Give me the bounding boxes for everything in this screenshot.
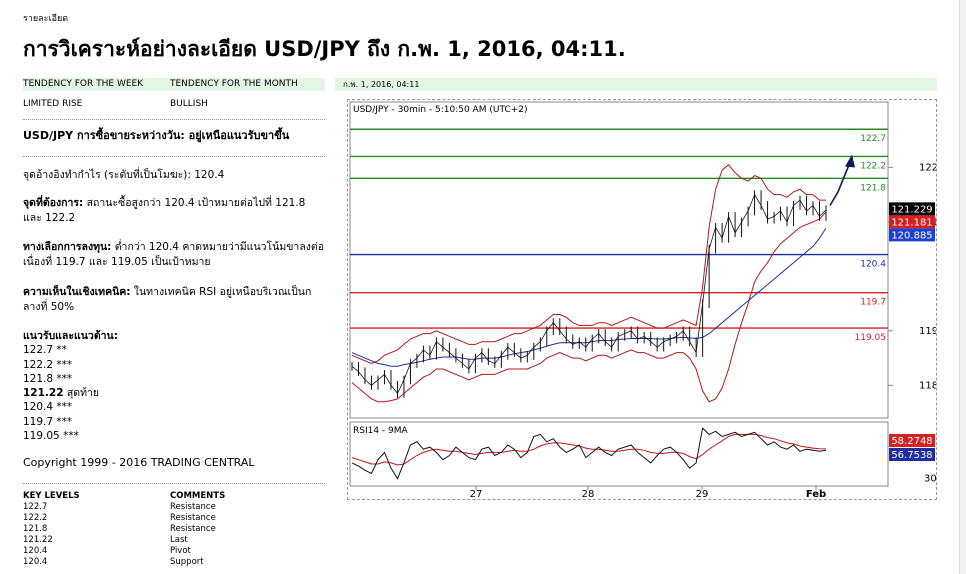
- key-levels-header: KEY LEVELS: [23, 491, 80, 501]
- projection-arrow-line: [829, 162, 851, 206]
- analysis-headline: USD/JPY การซื้อขายระหว่างวัน: อยู่เหนือแ…: [23, 129, 290, 142]
- support-resistance-list: แนวรับและแนวต้าน: 122.7 ** 122.2 *** 121…: [23, 329, 118, 443]
- our-preference-text: สถานะซื้อสูงกว่า 120.4 เป้าหมายต่อไปที่ …: [23, 197, 306, 224]
- price-badge-label-0: 121.229: [891, 204, 932, 215]
- sr-r2: 122.2 ***: [23, 358, 73, 371]
- price-badge-0: [889, 202, 935, 216]
- technical-comment: ความเห็นในเชิงเทคนิค: ในทางเทคนิค RSI อย…: [23, 285, 325, 315]
- moving-average-line: [351, 227, 827, 367]
- sr-last: 121.22 สุดท้าย: [23, 386, 118, 400]
- sr-s1: 120.4 ***: [23, 401, 73, 414]
- rsi-tick-label: 30: [924, 474, 936, 485]
- x-tick-label: 28: [582, 489, 595, 499]
- copyright: Copyright 1999 - 2016 TRADING CENTRAL: [23, 456, 255, 469]
- technical-label: ความเห็นในเชิงเทคนิค:: [23, 286, 131, 298]
- key-levels-table: KEY LEVELS COMMENTS 122.7 Resistance 122.2…: [23, 491, 225, 568]
- our-preference-label: จุดที่ต้องการ:: [23, 197, 84, 209]
- price-badge-1: [889, 215, 935, 229]
- comment-cell: Pivot: [170, 546, 191, 556]
- rsi-badge-1: [889, 448, 935, 461]
- rsi-badge-0: [889, 434, 935, 447]
- rsi-badge-label-1: 56.7538: [891, 450, 932, 461]
- level-label-0: 122.7: [860, 134, 886, 144]
- level-label-3: 120.4: [860, 260, 886, 270]
- alternative-scenario: ทางเลือกการลงทุน: ต่ำกว่า 120.4 คาดหมายว…: [23, 240, 325, 270]
- comment-cell: Resistance: [170, 513, 216, 523]
- comment-cell: Last: [170, 535, 188, 545]
- bollinger-upper-line: [351, 163, 826, 365]
- price-chart: USD/JPY - 30min - 5:10:50 AM (UTC+2) RSI…: [349, 101, 938, 500]
- sr-r1: 121.8 ***: [23, 372, 73, 385]
- alternative-label: ทางเลือกการลงทุน:: [23, 241, 112, 253]
- level-label-2: 121.8: [860, 183, 886, 193]
- x-tick-label: 27: [470, 489, 483, 499]
- x-tick-label: Feb: [806, 489, 826, 499]
- table-row: 120.4 Support: [23, 557, 225, 568]
- rsi-panel: [349, 421, 889, 487]
- price-line: [351, 193, 827, 395]
- divider: [23, 156, 325, 157]
- comments-header: COMMENTS: [170, 491, 226, 501]
- sr-s2: 119.7 ***: [23, 415, 73, 428]
- x-tick-label: 29: [696, 489, 709, 499]
- date-header-bar: ก.พ. 1, 2016, 04:11: [335, 78, 937, 91]
- projection-arrow-head: [845, 154, 855, 168]
- price-badge-label-1: 121.181: [891, 217, 932, 228]
- table-row: 122.2 Resistance: [23, 513, 225, 524]
- price-panel: [349, 101, 889, 419]
- sr-r3: 122.7 **: [23, 344, 67, 357]
- chart-title: USD/JPY - 30min - 5:10:50 AM (UTC+2): [353, 105, 527, 115]
- divider: [23, 483, 325, 484]
- level-label-4: 119.7: [860, 298, 886, 308]
- y-tick-label: 122: [919, 162, 936, 173]
- level-cell: 122.7: [23, 502, 48, 512]
- divider: [23, 119, 325, 120]
- pivot-text: จุดอ้างอิงทำกำไร (ระดับที่เป็นโมฆะ): 120…: [23, 169, 225, 181]
- y-tick-label: 119: [919, 326, 936, 337]
- tendency-month-label: TENDENCY FOR THE MONTH: [170, 79, 298, 89]
- sr-s3: 119.05 ***: [23, 430, 79, 443]
- breadcrumb[interactable]: รายละเอียด: [23, 14, 69, 24]
- table-row: 121.8 Resistance: [23, 524, 225, 535]
- vertical-scrollbar[interactable]: [959, 0, 966, 574]
- sr-title: แนวรับและแนวต้าน:: [23, 330, 118, 342]
- rsi-line: [351, 427, 827, 480]
- chart-container: USD/JPY - 30min - 5:10:50 AM (UTC+2) RSI…: [347, 99, 938, 500]
- tendency-month-value: BULLISH: [170, 99, 208, 109]
- rsi-badge-label-0: 58.2748: [891, 436, 932, 447]
- our-preference: จุดที่ต้องการ: สถานะซื้อสูงกว่า 120.4 เป…: [23, 196, 325, 226]
- table-row: 120.4 Pivot: [23, 546, 225, 557]
- comment-cell: Support: [170, 557, 204, 567]
- tendency-week-label: TENDENCY FOR THE WEEK: [23, 79, 144, 89]
- comment-cell: Resistance: [170, 502, 216, 512]
- sr-last-label: สุดท้าย: [63, 387, 100, 400]
- level-cell: 120.4: [23, 557, 48, 567]
- alternative-text: ต่ำกว่า 120.4 คาดหมายว่ามีแนวโน้มขาลงต่อ…: [23, 241, 325, 268]
- level-cell: 121.22: [23, 535, 53, 545]
- price-badge-2: [889, 228, 935, 242]
- level-label-5: 119.05: [855, 333, 887, 343]
- level-cell: 122.2: [23, 513, 48, 523]
- price-badge-label-2: 120.885: [891, 230, 932, 241]
- level-cell: 120.4: [23, 546, 48, 556]
- page-title: การวิเคราะห์อย่างละเอียด USD/JPY ถึง ก.พ…: [23, 37, 626, 61]
- technical-text: ในทางเทคนิค RSI อยู่เหนือบริเวณเป็นกลางท…: [23, 286, 312, 313]
- tendency-week-value: LIMITED RISE: [23, 99, 83, 109]
- level-cell: 121.8: [23, 524, 48, 534]
- table-row: 121.22 Last: [23, 535, 225, 546]
- sr-last-value: 121.22: [23, 387, 64, 400]
- level-label-1: 122.2: [860, 161, 886, 171]
- y-tick-label: 118: [919, 380, 936, 391]
- table-row: 122.7 Resistance: [23, 502, 225, 513]
- bollinger-lower-line: [351, 211, 827, 403]
- rsi-label: RSI14 - 9MA: [353, 426, 409, 436]
- tendency-header-bar: TENDENCY FOR THE WEEK TENDENCY FOR THE M…: [23, 78, 325, 91]
- analysis-date: ก.พ. 1, 2016, 04:11: [343, 80, 420, 89]
- comment-cell: Resistance: [170, 524, 216, 534]
